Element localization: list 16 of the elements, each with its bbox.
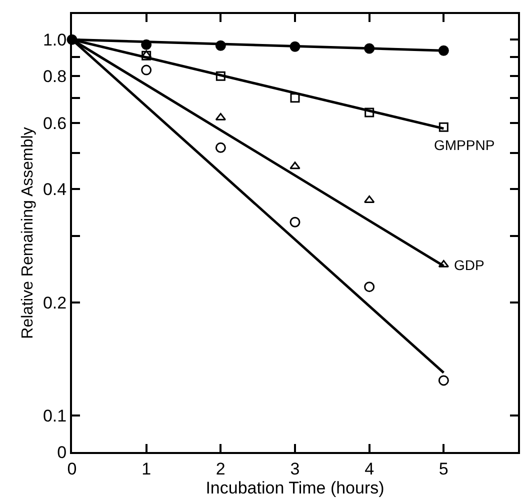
- x-tick-label: 1: [142, 459, 152, 478]
- y-tick-label: 0.1: [42, 406, 67, 426]
- x-tick-label: 4: [364, 459, 374, 478]
- x-tick-label: 3: [290, 459, 300, 478]
- y-tick-label: 0.2: [42, 293, 67, 312]
- annotation: GDP: [454, 257, 484, 273]
- x-axis-title: Incubation Time (hours): [206, 478, 384, 498]
- x-tick-label: 5: [438, 459, 448, 478]
- y-tick-label: 0.8: [42, 67, 67, 86]
- x-tick-label: 2: [216, 459, 226, 478]
- y-axis-title: Relative Remaining Assembly: [19, 127, 36, 339]
- y-tick-label: 1.0: [42, 30, 67, 50]
- y-tick-label: 0: [57, 442, 67, 462]
- y-tick-label: 0.6: [42, 114, 67, 133]
- annotation: GMPPNP: [434, 137, 495, 153]
- y-tick-label: 0.4: [42, 180, 67, 200]
